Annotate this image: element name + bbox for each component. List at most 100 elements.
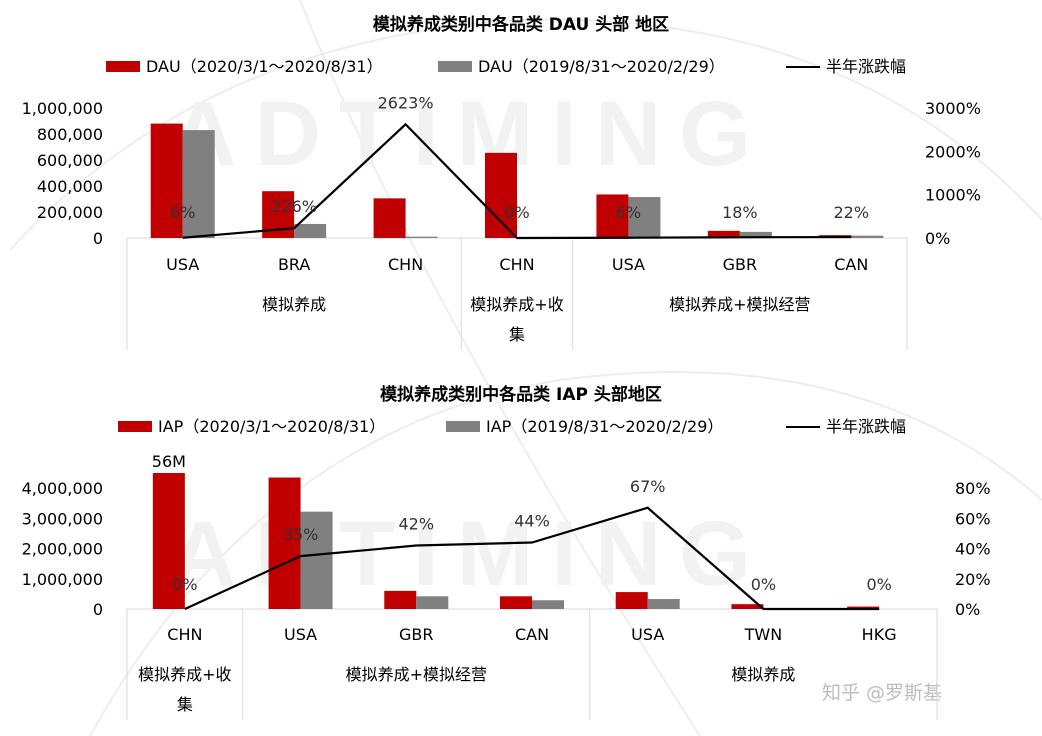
legend-swatch bbox=[446, 421, 480, 432]
y-axis-left: 0 1,000,000 2,000,000 3,000,000 4,000,000 bbox=[22, 479, 103, 619]
chart-2: 模拟养成类别中各品类 IAP 头部地区 IAP（2020/3/1～2020/8/3… bbox=[22, 384, 991, 720]
data-label: 22% bbox=[834, 203, 870, 222]
bar-previous bbox=[416, 596, 449, 609]
legend-entry: DAU（2020/3/1～2020/8/31） bbox=[146, 57, 383, 76]
x-axis-categories: CHN USA GBR CAN USA TWN HKG bbox=[167, 625, 896, 644]
x-tick-label: CHN bbox=[499, 255, 534, 274]
y-tick-label: 600,000 bbox=[37, 151, 103, 170]
chart-title: 模拟养成类别中各品类 IAP 头部地区 bbox=[380, 384, 662, 405]
group-label: 模拟养成+模拟经营 bbox=[346, 665, 487, 684]
data-label: 6% bbox=[616, 203, 641, 222]
group-label: 模拟养成 bbox=[731, 665, 795, 684]
bars bbox=[152, 473, 880, 609]
group-label: 模拟养成+收集 bbox=[470, 295, 563, 344]
bar-current bbox=[596, 194, 629, 238]
y-tick-label: 80% bbox=[955, 479, 991, 498]
y-tick-label: 0 bbox=[93, 229, 103, 248]
x-tick-label: CAN bbox=[515, 625, 549, 644]
y-tick-label: 60% bbox=[955, 509, 991, 528]
bar-current bbox=[615, 592, 648, 609]
x-tick-label: CAN bbox=[834, 255, 868, 274]
watermark-brand: ADTIMING bbox=[170, 83, 769, 185]
group-label: 模拟养成+模拟经营 bbox=[669, 295, 810, 314]
data-label: 35% bbox=[283, 525, 319, 544]
bar-previous bbox=[532, 600, 564, 609]
x-tick-label: USA bbox=[284, 625, 317, 644]
watermark-arc bbox=[9, 18, 1042, 251]
y-tick-label: 1000% bbox=[925, 186, 981, 205]
data-label: 226% bbox=[271, 197, 317, 216]
y-axis-left: 0 200,000 400,000 600,000 800,000 1,000,000 bbox=[22, 99, 103, 248]
group-label-line: 模拟养成 bbox=[731, 665, 795, 684]
x-tick-label: CHN bbox=[167, 625, 202, 644]
group-label-line: 集 bbox=[509, 325, 525, 344]
line-data-labels: 6% 226% 2623% 0% 6% 18% 22% bbox=[170, 93, 869, 222]
group-label: 模拟养成+收集 bbox=[138, 665, 231, 714]
bar-previous bbox=[739, 231, 772, 238]
y-axis-right: 0% 20% 40% 60% 80% bbox=[955, 479, 991, 619]
legend: IAP（2020/3/1～2020/8/31） IAP（2019/8/31～202… bbox=[118, 417, 906, 436]
watermark-credit: 知乎 @罗斯基 bbox=[822, 682, 943, 704]
y-tick-label: 1,000,000 bbox=[22, 570, 103, 589]
y-tick-label: 0% bbox=[955, 600, 980, 619]
data-label: 18% bbox=[722, 203, 758, 222]
x-tick-label: BRA bbox=[278, 255, 310, 274]
y-tick-label: 20% bbox=[955, 570, 991, 589]
x-tick-label: USA bbox=[166, 255, 199, 274]
x-tick-label: HKG bbox=[862, 625, 897, 644]
x-axis-categories: USA BRA CHN CHN USA GBR CAN bbox=[166, 255, 868, 274]
watermark-brand: ADTIMING bbox=[170, 503, 769, 605]
legend-swatch bbox=[118, 421, 152, 432]
x-tick-label: CHN bbox=[388, 255, 423, 274]
data-label: 0% bbox=[172, 575, 197, 594]
bar-previous bbox=[182, 130, 215, 238]
legend-entry: 半年涨跌幅 bbox=[826, 417, 906, 436]
group-label-line: 模拟养成+模拟经营 bbox=[669, 295, 810, 314]
y-tick-label: 0 bbox=[93, 600, 103, 619]
legend-swatch bbox=[438, 61, 472, 72]
group-label: 模拟养成 bbox=[262, 295, 326, 314]
bar-previous bbox=[300, 511, 333, 609]
y-tick-label: 4,000,000 bbox=[22, 479, 103, 498]
bar-previous bbox=[647, 599, 680, 609]
group-label-line: 集 bbox=[177, 695, 193, 714]
bar-current bbox=[485, 152, 517, 238]
watermark-arc bbox=[299, 0, 701, 736]
y-tick-label: 2,000,000 bbox=[22, 540, 103, 559]
legend-entry: DAU（2019/8/31～2020/2/29） bbox=[478, 57, 725, 76]
line-series bbox=[184, 506, 880, 611]
line-series bbox=[182, 122, 852, 240]
legend-swatch bbox=[106, 61, 140, 72]
legend-entry: 半年涨跌幅 bbox=[826, 57, 906, 76]
x-tick-label: GBR bbox=[723, 255, 758, 274]
data-label: 0% bbox=[504, 203, 529, 222]
group-label-line: 模拟养成+收 bbox=[470, 295, 563, 314]
bars bbox=[150, 123, 884, 238]
x-tick-label: TWN bbox=[744, 625, 783, 644]
legend-entry: IAP（2019/8/31～2020/2/29） bbox=[486, 417, 723, 436]
data-label: 0% bbox=[866, 575, 891, 594]
legend-entry: IAP（2020/3/1～2020/8/31） bbox=[158, 417, 385, 436]
data-label: 2623% bbox=[378, 93, 434, 112]
y-tick-label: 3000% bbox=[925, 99, 981, 118]
bar-previous bbox=[294, 223, 327, 238]
data-label: 6% bbox=[170, 203, 195, 222]
group-label-line: 模拟养成 bbox=[262, 295, 326, 314]
bar-current bbox=[731, 604, 764, 609]
bar-data-label: 56M bbox=[152, 452, 186, 471]
data-label: 67% bbox=[630, 477, 666, 496]
y-tick-label: 200,000 bbox=[37, 203, 103, 222]
group-label-line: 模拟养成+模拟经营 bbox=[346, 665, 487, 684]
y-tick-label: 2000% bbox=[925, 142, 981, 161]
bar-previous bbox=[851, 235, 884, 238]
watermark bbox=[9, 0, 1042, 736]
bar-previous bbox=[405, 236, 438, 238]
bar-current bbox=[268, 477, 301, 609]
y-axis-right: 0% 1000% 2000% 3000% bbox=[925, 99, 981, 248]
bar-current bbox=[152, 473, 185, 609]
x-tick-label: USA bbox=[631, 625, 664, 644]
y-tick-label: 0% bbox=[925, 229, 950, 248]
y-tick-label: 3,000,000 bbox=[22, 509, 103, 528]
